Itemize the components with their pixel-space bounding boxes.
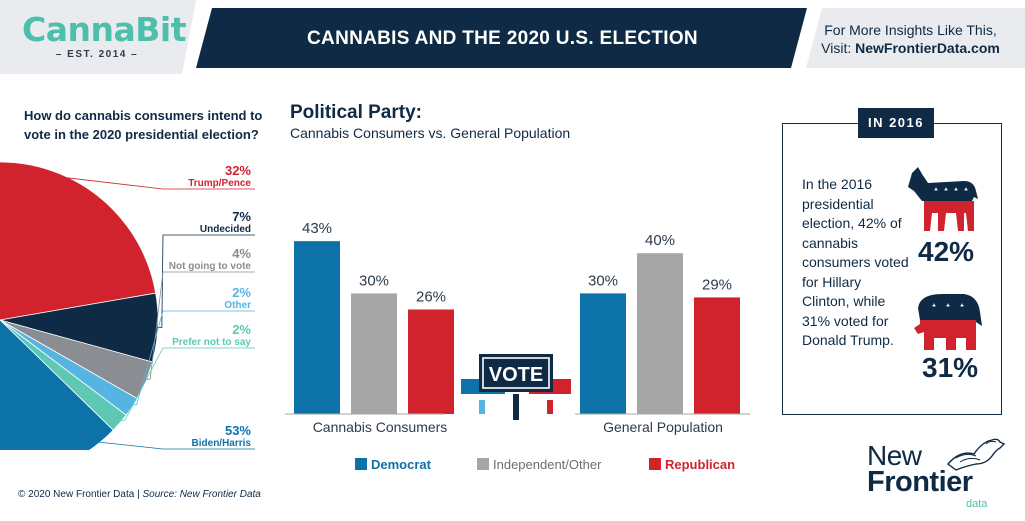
bar-value-label: 26% bbox=[416, 288, 446, 305]
footer-copyright: © 2020 New Frontier Data | bbox=[18, 489, 143, 500]
donkey-icon bbox=[908, 167, 978, 231]
pie-slice-label: Undecided bbox=[200, 224, 251, 235]
footer: © 2020 New Frontier Data | Source: New F… bbox=[18, 489, 261, 500]
legend-label: Republican bbox=[665, 457, 735, 472]
pie-leader-line bbox=[128, 310, 255, 406]
bar-chart-subtitle: Cannabis Consumers vs. General Populatio… bbox=[290, 125, 571, 141]
pie-slice-label: Biden/Harris bbox=[192, 438, 252, 449]
pie-question: How do cannabis consumers intend to vote… bbox=[24, 108, 263, 142]
legend-label: Independent/Other bbox=[493, 457, 602, 472]
brand-name: CannaBit bbox=[22, 10, 186, 49]
bar bbox=[408, 309, 454, 414]
bar bbox=[351, 293, 397, 414]
pie-slice-label: Prefer not to say bbox=[172, 337, 251, 348]
title-band bbox=[0, 0, 1025, 74]
cannabit-logo[interactable]: CannaBit – EST. 2014 – bbox=[22, 10, 186, 64]
nfd-data: data bbox=[966, 498, 988, 510]
pie-chart: 32% Trump/Pence 7% Undecided 4% Not going to … bbox=[0, 150, 270, 479]
category-label: Cannabis Consumers bbox=[313, 419, 448, 435]
pie-slice-value: 4% bbox=[232, 246, 251, 261]
pie-leader-line bbox=[59, 177, 255, 190]
pie-slice-value: 7% bbox=[232, 209, 251, 224]
pie-slice bbox=[0, 161, 157, 321]
pie-leader-line bbox=[153, 234, 255, 328]
pie-leader-line bbox=[116, 347, 255, 421]
new-frontier-data-logo[interactable]: New Frontier data bbox=[862, 434, 1012, 514]
legend-label: Democrat bbox=[371, 457, 432, 472]
bar-value-label: 30% bbox=[359, 272, 389, 289]
pie-slice-label: Not going to vote bbox=[169, 261, 252, 272]
insights-url[interactable]: NewFrontierData.com bbox=[855, 40, 1000, 56]
bar bbox=[637, 253, 683, 414]
vote-sign-text: VOTE bbox=[489, 364, 543, 386]
rep-2016-pct: 31% bbox=[922, 352, 979, 383]
brand-tagline: – EST. 2014 – bbox=[55, 49, 139, 60]
pie-leader-line bbox=[0, 431, 255, 450]
nfd-new: New bbox=[867, 440, 922, 471]
footer-source: Source: New Frontier Data bbox=[142, 489, 261, 500]
category-label: General Population bbox=[603, 419, 723, 435]
insights-link[interactable]: For More Insights Like This, Visit: NewF… bbox=[808, 21, 1013, 57]
pie-slice-value: 53% bbox=[225, 423, 251, 438]
bar-value-label: 43% bbox=[302, 220, 332, 237]
insights-label: Visit: bbox=[821, 40, 856, 56]
pie-slice-label: Other bbox=[224, 300, 251, 311]
legend-swatch bbox=[649, 458, 661, 470]
badge-2016: IN 2016 bbox=[858, 108, 934, 138]
pie-slice-value: 2% bbox=[232, 285, 251, 300]
pie-slice-value: 2% bbox=[232, 322, 251, 337]
pie-slice-label: Trump/Pence bbox=[188, 178, 251, 189]
dem-2016-pct: 42% bbox=[918, 236, 975, 267]
page-title: CANNABIS AND THE 2020 U.S. ELECTION bbox=[307, 28, 698, 49]
bar bbox=[580, 293, 626, 414]
bar bbox=[694, 297, 740, 414]
bar-chart: 43% 30% 30% 40% 26% 29% Cannabis Consumers Gene… bbox=[285, 220, 750, 472]
bar-value-label: 30% bbox=[588, 272, 618, 289]
vote-sign-icon: VOTE bbox=[461, 354, 571, 420]
pie-slice-value: 32% bbox=[225, 163, 251, 178]
bar-value-label: 40% bbox=[645, 232, 675, 249]
elephant-icon bbox=[914, 294, 982, 350]
insights-line: For More Insights Like This, bbox=[824, 22, 997, 38]
legend-swatch bbox=[477, 458, 489, 470]
horse-icon bbox=[946, 438, 1006, 471]
legend-swatch bbox=[355, 458, 367, 470]
nfd-frontier: Frontier bbox=[867, 466, 973, 498]
text-2016: In the 2016 presidential election, 42% o… bbox=[802, 176, 909, 348]
bar-value-label: 29% bbox=[702, 276, 732, 293]
bar-chart-title: Political Party: bbox=[290, 102, 422, 123]
bar bbox=[294, 241, 340, 414]
pie-svg: 32%Trump/Pence 7%Undecided 4%Not going to … bbox=[0, 161, 255, 479]
